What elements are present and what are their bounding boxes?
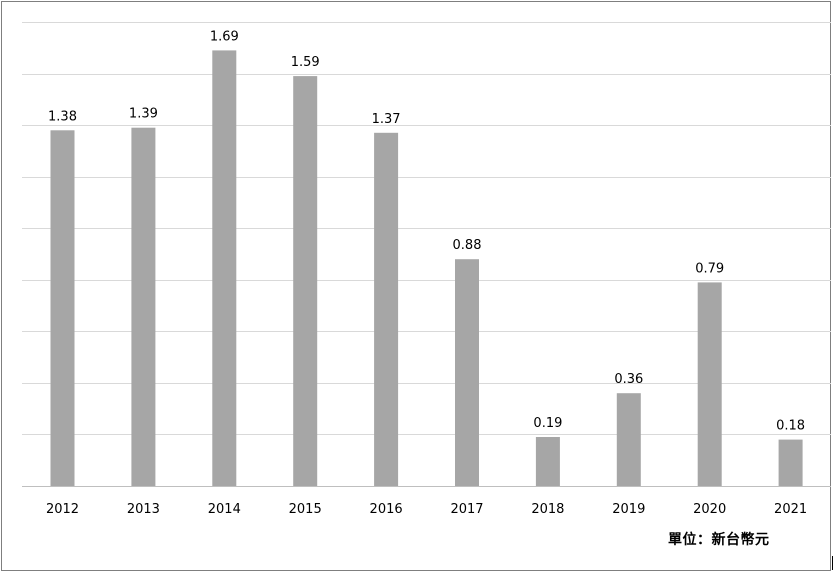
x-tick-label-2017: 2017	[450, 502, 483, 517]
bars	[50, 50, 803, 487]
bar-2016	[374, 132, 399, 487]
value-label-2021: 0.18	[776, 419, 805, 434]
value-label-2016: 1.37	[372, 112, 401, 127]
bar-2013	[131, 127, 156, 486]
value-label-2017: 0.88	[453, 238, 482, 253]
x-tick-label-2014: 2014	[208, 502, 241, 517]
bar-2015	[293, 76, 318, 486]
unit-note: 單位：新台幣元	[668, 532, 770, 548]
bar-2017	[455, 259, 479, 486]
x-tick-label-2016: 2016	[370, 502, 403, 517]
x-tick-label-2015: 2015	[289, 502, 322, 517]
x-tick-labels: 2012 2013 2014 2015 2016 2017 2018 2019 2020 2021	[46, 502, 807, 517]
value-label-2014: 1.69	[210, 29, 239, 44]
value-label-2020: 0.79	[695, 261, 724, 276]
bar-2021	[778, 439, 803, 486]
gridlines	[22, 22, 831, 435]
edge-mark	[832, 556, 833, 570]
value-labels: 1.38 1.39 1.69 1.59 1.37 0.88 0.19 0.36 0.79 0.18	[48, 29, 805, 433]
x-tick-label-2020: 2020	[693, 502, 726, 517]
x-tick-label-2013: 2013	[127, 502, 160, 517]
value-label-2012: 1.38	[48, 109, 77, 124]
value-label-2018: 0.19	[533, 416, 562, 431]
bar-2012	[50, 130, 75, 487]
x-tick-label-2018: 2018	[531, 502, 564, 517]
x-tick-label-2012: 2012	[46, 502, 79, 517]
value-label-2013: 1.39	[129, 107, 158, 122]
value-label-2015: 1.59	[291, 55, 320, 70]
bar-2014	[212, 50, 237, 487]
bar-2020	[697, 282, 722, 486]
x-tick-label-2019: 2019	[612, 502, 645, 517]
value-label-2019: 0.36	[614, 372, 643, 387]
bar-2019	[616, 393, 641, 486]
bar-2018	[535, 437, 560, 486]
x-tick-label-2021: 2021	[774, 502, 807, 517]
